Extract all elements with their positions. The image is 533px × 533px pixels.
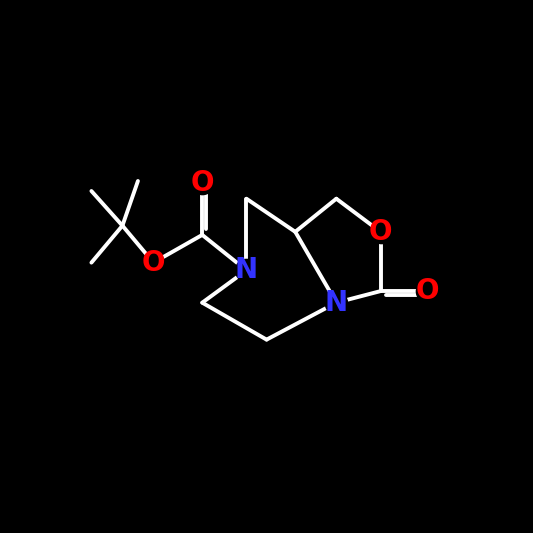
Text: N: N xyxy=(235,256,258,284)
Text: O: O xyxy=(142,248,165,277)
Text: N: N xyxy=(325,289,348,317)
Text: O: O xyxy=(415,277,439,305)
Text: O: O xyxy=(369,218,392,246)
Text: O: O xyxy=(190,169,214,197)
